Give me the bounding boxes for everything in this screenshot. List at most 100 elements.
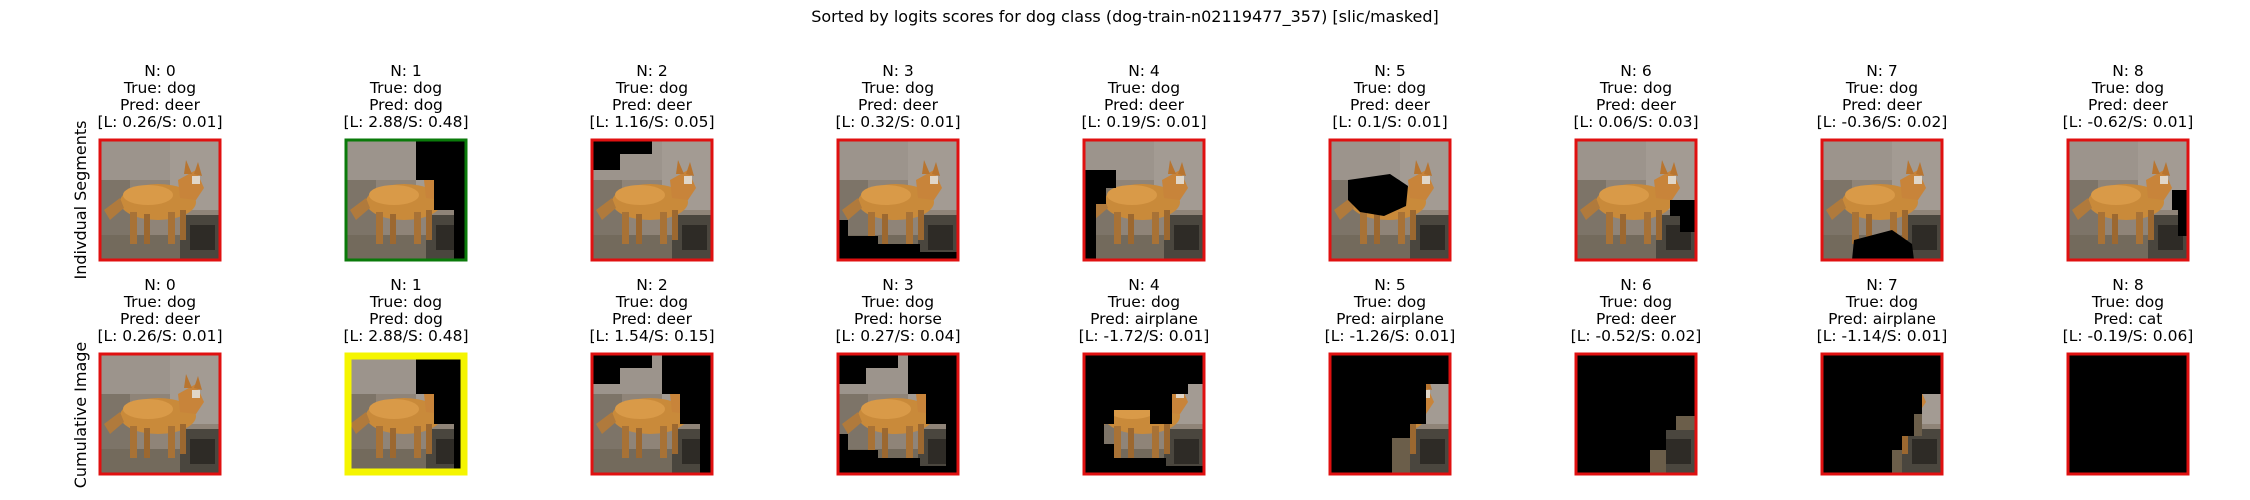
panel-true-label: True: dog: [615, 79, 688, 97]
panel-index-label: N: 7: [1866, 62, 1898, 80]
panel-true-label: True: dog: [861, 79, 934, 97]
panel-index-label: N: 6: [1620, 62, 1652, 80]
revealed-segment: [1892, 450, 1902, 474]
segment-mask: [592, 354, 652, 384]
panel-true-label: True: dog: [1599, 293, 1672, 311]
panel-border-wrong: [1820, 352, 1944, 476]
segment-mask: [2172, 190, 2188, 236]
panel-index-label: N: 8: [2112, 276, 2144, 294]
panel-true-label: True: dog: [1353, 293, 1426, 311]
panel-border-wrong: [1328, 138, 1452, 262]
panel-true-label: True: dog: [2091, 293, 2164, 311]
panel-index-label: N: 3: [882, 62, 914, 80]
segment-mask: [908, 354, 958, 474]
fox-thumbnail-icon: [1328, 138, 1452, 262]
row-label-individual: Indivdual Segments: [71, 121, 90, 280]
panel-pred-label: Pred: deer: [1596, 96, 1677, 114]
panel-score-label: [L: 0.06/S: 0.03]: [1573, 113, 1698, 131]
panel-index-label: N: 0: [144, 62, 176, 80]
panel-index-label: N: 2: [636, 276, 668, 294]
panel-index-label: N: 4: [1128, 62, 1160, 80]
panel-true-label: True: dog: [861, 293, 934, 311]
panel-score-label: [L: -1.72/S: 0.01]: [1079, 327, 1210, 345]
fox-thumbnail-icon: [1820, 138, 1944, 262]
panel-pred-label: Pred: airplane: [1828, 310, 1936, 328]
fox-thumbnail-icon: [1328, 352, 1452, 476]
segment-mask: [1084, 170, 1116, 260]
panel-index-label: N: 5: [1374, 276, 1406, 294]
panel-pred-label: Pred: airplane: [1336, 310, 1444, 328]
panel-score-label: [L: 1.54/S: 0.15]: [589, 327, 714, 345]
panel-border-wrong: [836, 138, 960, 262]
panel-true-label: True: dog: [369, 293, 442, 311]
panel-index-label: N: 1: [390, 276, 422, 294]
segment-mask: [662, 354, 712, 474]
fox-thumbnail-icon: [98, 138, 222, 262]
panel-true-label: True: dog: [1845, 79, 1918, 97]
panel-pred-label: Pred: deer: [612, 310, 693, 328]
segment-mask: [1330, 354, 1450, 474]
fox-thumbnail-icon: [344, 352, 468, 476]
panel-score-label: [L: -1.14/S: 0.01]: [1817, 327, 1948, 345]
panel-pred-label: Pred: deer: [1104, 96, 1185, 114]
panel-border-wrong: [1082, 138, 1206, 262]
panel-score-label: [L: 0.27/S: 0.04]: [835, 327, 960, 345]
panel-index-label: N: 7: [1866, 276, 1898, 294]
panel-true-label: True: dog: [369, 79, 442, 97]
panel-border-wrong: [590, 138, 714, 262]
panel-border-wrong: [2066, 138, 2190, 262]
segment-mask: [1670, 200, 1696, 232]
panel-true-label: True: dog: [615, 293, 688, 311]
panel-pred-label: Pred: deer: [1350, 96, 1431, 114]
panel-pred-label: Pred: deer: [120, 96, 201, 114]
fox-thumbnail-icon: [344, 138, 468, 262]
panel-pred-label: Pred: deer: [612, 96, 693, 114]
fox-thumbnail-icon: [1082, 138, 1206, 262]
panel-true-label: True: dog: [1107, 79, 1180, 97]
panel-border-wrong: [1574, 138, 1698, 262]
revealed-segment: [1650, 450, 1666, 474]
panel-index-label: N: 0: [144, 276, 176, 294]
panel-true-label: True: dog: [123, 293, 196, 311]
panel-score-label: [L: 0.1/S: 0.01]: [1332, 113, 1447, 131]
panel-index-label: N: 1: [390, 62, 422, 80]
revealed-segment: [1914, 414, 1922, 436]
panel-score-label: [L: 2.88/S: 0.48]: [343, 327, 468, 345]
figure-title: Sorted by logits scores for dog class (d…: [811, 7, 1439, 27]
panel-index-label: N: 4: [1128, 276, 1160, 294]
panel-true-label: True: dog: [2091, 79, 2164, 97]
panel-pred-label: Pred: horse: [854, 310, 942, 328]
fox-thumbnail-icon: [98, 352, 222, 476]
panel-index-label: N: 5: [1374, 62, 1406, 80]
panel-border-wrong: [1328, 352, 1452, 476]
segment-mask: [1084, 354, 1204, 444]
panel-border-wrong: [836, 352, 960, 476]
panel-border-wrong: [98, 352, 222, 476]
segment-mask: [1348, 174, 1408, 216]
segment-mask: [416, 140, 466, 260]
panel-score-label: [L: 0.26/S: 0.01]: [97, 327, 222, 345]
panel-index-label: N: 3: [882, 276, 914, 294]
revealed-segment: [1676, 416, 1696, 430]
fox-thumbnail-icon: [836, 138, 960, 262]
panel-border-wrong: [1082, 352, 1206, 476]
panel-index-label: N: 6: [1620, 276, 1652, 294]
panel-index-label: N: 2: [636, 62, 668, 80]
segment-mask: [416, 354, 466, 474]
panel-pred-label: Pred: dog: [369, 96, 443, 114]
panel-score-label: [L: -0.62/S: 0.01]: [2063, 113, 2194, 131]
